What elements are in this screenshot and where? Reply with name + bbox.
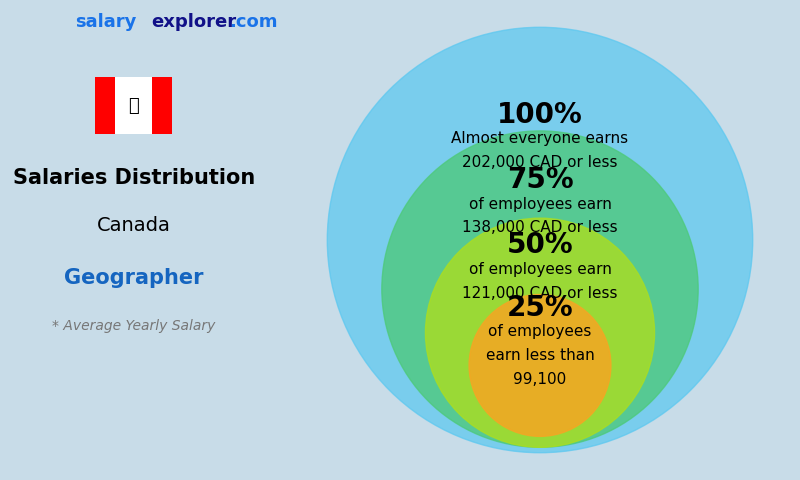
Text: of employees: of employees xyxy=(488,324,592,339)
Text: Almost everyone earns: Almost everyone earns xyxy=(451,131,629,146)
Circle shape xyxy=(469,295,611,436)
Circle shape xyxy=(426,218,654,447)
Text: 202,000 CAD or less: 202,000 CAD or less xyxy=(462,155,618,170)
Text: 🍁: 🍁 xyxy=(128,96,139,115)
Text: of employees earn: of employees earn xyxy=(469,196,611,212)
Text: 99,100: 99,100 xyxy=(514,372,566,387)
Text: 100%: 100% xyxy=(497,100,583,129)
Text: explorer: explorer xyxy=(151,12,236,31)
Text: .com: .com xyxy=(229,12,278,31)
Text: 121,000 CAD or less: 121,000 CAD or less xyxy=(462,286,618,301)
Bar xyxy=(95,77,173,134)
Circle shape xyxy=(327,27,753,453)
Bar xyxy=(95,77,115,134)
Text: 138,000 CAD or less: 138,000 CAD or less xyxy=(462,220,618,236)
Text: * Average Yearly Salary: * Average Yearly Salary xyxy=(52,319,215,334)
Text: 75%: 75% xyxy=(506,166,574,194)
Circle shape xyxy=(382,131,698,447)
Text: Canada: Canada xyxy=(97,216,170,235)
Text: earn less than: earn less than xyxy=(486,348,594,363)
Bar xyxy=(152,77,173,134)
Text: Geographer: Geographer xyxy=(64,268,203,288)
Text: salary: salary xyxy=(75,12,136,31)
Text: 25%: 25% xyxy=(506,294,574,322)
Text: Salaries Distribution: Salaries Distribution xyxy=(13,168,255,188)
Text: of employees earn: of employees earn xyxy=(469,262,611,277)
Text: 50%: 50% xyxy=(506,231,574,260)
